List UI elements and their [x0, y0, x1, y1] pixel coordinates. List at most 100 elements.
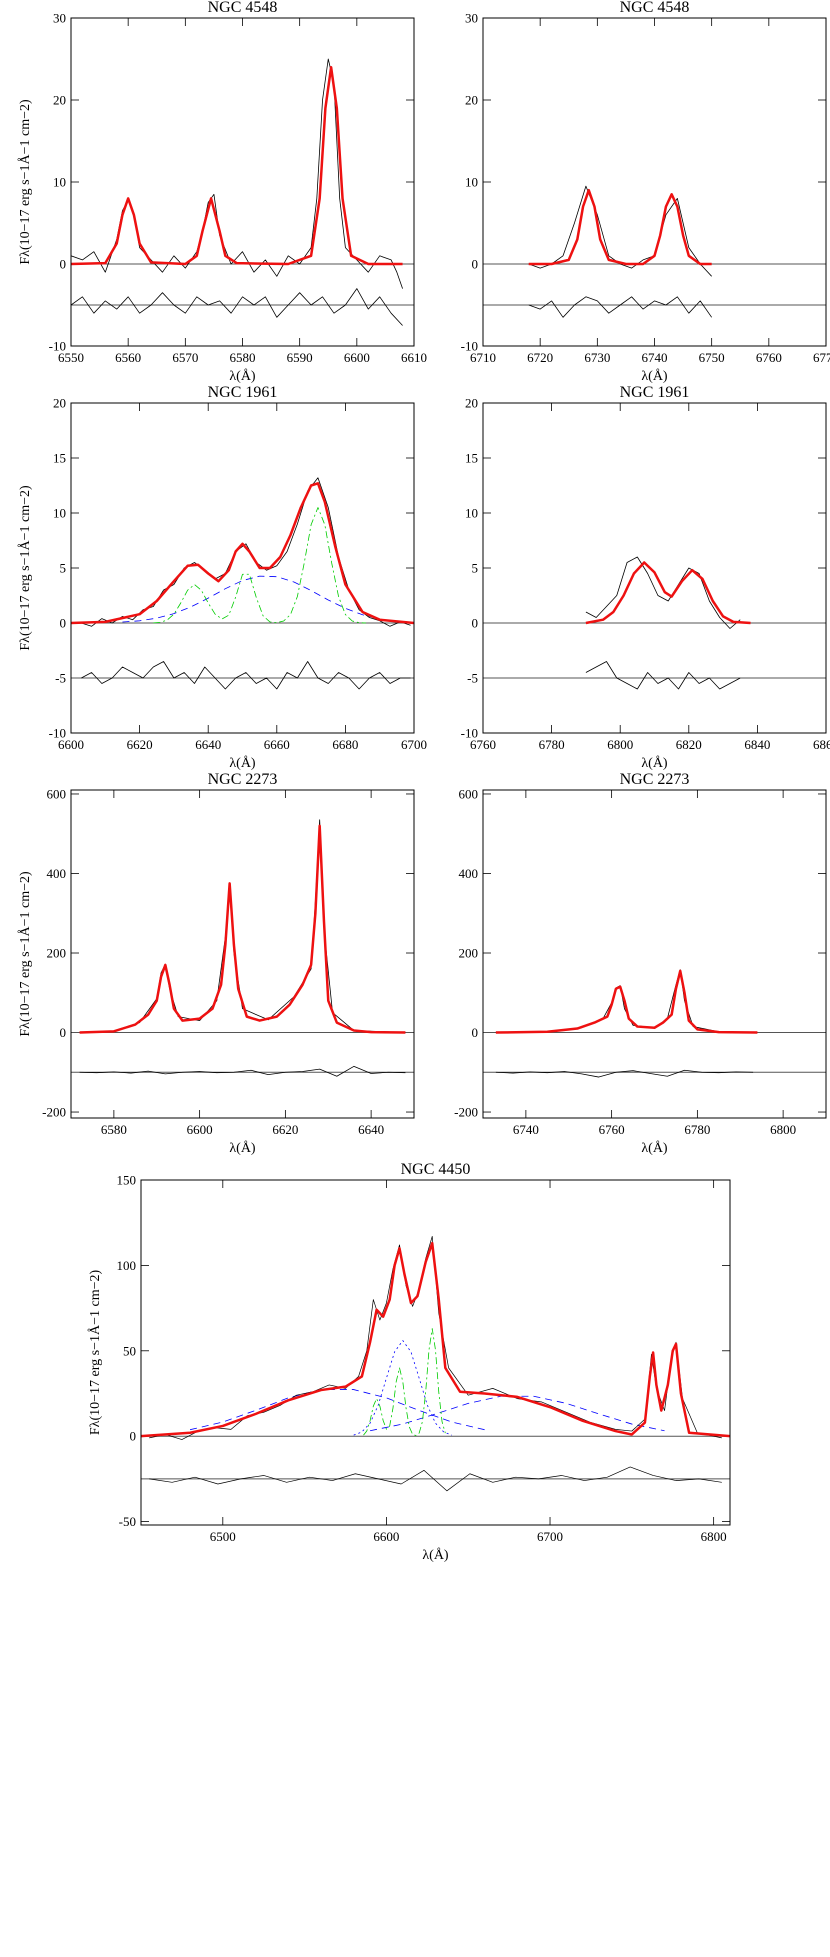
- y-tick-label: 10: [465, 175, 478, 190]
- panel: NGC 4548 λ(Å) 6710 6720 6730 6740 6750 6760 6770…: [461, 0, 830, 384]
- x-tick-label: 6840: [744, 737, 770, 752]
- y-tick-label: 0: [60, 257, 67, 272]
- panel: NGC 1961 λ(Å) 6760 6780 6800 6820 6840 6860 -10 -…: [461, 384, 830, 771]
- x-tick-label: 6680: [332, 737, 358, 752]
- spectrum-line: [528, 296, 712, 318]
- spectrum-line: [81, 661, 411, 690]
- panel: NGC 4450 λ(Å) Fλ(10−17 erg s−1Å−1 cm−2) 650…: [87, 1161, 731, 1563]
- y-tick-label: 50: [123, 1343, 136, 1358]
- chart-title: NGC 1961: [208, 384, 278, 401]
- x-tick-label: 6710: [470, 350, 496, 365]
- x-tick-label: 6660: [264, 737, 290, 752]
- y-axis-label: Fλ(10−17 erg s−1Å−1 cm−2): [87, 1270, 103, 1436]
- y-tick-label: 5: [60, 561, 67, 576]
- plot-area: [585, 556, 751, 690]
- x-tick-label: 6560: [115, 350, 141, 365]
- x-tick-label: 6620: [127, 737, 153, 752]
- spectrum-line: [585, 561, 751, 625]
- chart-title: NGC 2273: [620, 771, 690, 788]
- spectrum-line: [189, 1389, 485, 1431]
- y-tick-label: 10: [465, 506, 478, 521]
- y-tick-label: 10: [53, 506, 66, 521]
- y-tick-label: -10: [49, 339, 66, 354]
- x-tick-label: 6550: [58, 350, 84, 365]
- x-tick-label: 6730: [584, 350, 610, 365]
- spectrum-line: [71, 288, 403, 326]
- x-tick-label: 6590: [287, 350, 313, 365]
- x-tick-label: 6760: [599, 1122, 625, 1137]
- y-tick-label: 600: [459, 786, 479, 801]
- spectrum-line: [71, 482, 414, 625]
- x-tick-label: 6820: [676, 737, 702, 752]
- x-tick-label: 6580: [101, 1122, 127, 1137]
- panel: NGC 1961 λ(Å) Fλ(10−17 erg s−1Å−1 cm−2) 660…: [17, 384, 427, 771]
- y-tick-label: 30: [53, 11, 66, 26]
- spectrum-line: [353, 1340, 453, 1436]
- y-tick-label: 20: [465, 93, 478, 108]
- x-tick-label: 6750: [699, 350, 725, 365]
- plot-area: [71, 477, 414, 690]
- x-tick-label: 6760: [756, 350, 782, 365]
- x-tick-label: 6610: [401, 350, 427, 365]
- plot-area: [79, 819, 406, 1077]
- x-tick-label: 6740: [513, 1122, 539, 1137]
- spectrum-line: [79, 824, 406, 1034]
- spectrum-line: [153, 507, 366, 624]
- y-tick-label: 150: [117, 1173, 137, 1188]
- plot-area: [141, 1236, 730, 1492]
- y-tick-label: 10: [53, 175, 66, 190]
- x-tick-label: 6600: [58, 737, 84, 752]
- y-tick-label: 20: [53, 396, 66, 411]
- spectrum-line: [363, 1328, 446, 1436]
- spectrum-line: [495, 969, 758, 1033]
- y-tick-label: -10: [461, 339, 478, 354]
- x-tick-label: 6500: [210, 1529, 236, 1544]
- y-axis-label: Fλ(10−17 erg s−1Å−1 cm−2): [17, 99, 33, 265]
- x-tick-label: 6600: [373, 1529, 399, 1544]
- x-tick-label: 6640: [358, 1122, 384, 1137]
- y-tick-label: -5: [467, 671, 478, 686]
- y-tick-label: 20: [465, 396, 478, 411]
- plot-frame: [482, 789, 827, 1119]
- y-tick-label: 15: [465, 451, 478, 466]
- y-tick-label: 400: [47, 866, 67, 881]
- x-tick-label: 6770: [813, 350, 830, 365]
- x-tick-label: 6740: [642, 350, 668, 365]
- y-tick-label: 0: [472, 616, 479, 631]
- x-axis-label: λ(Å): [641, 368, 668, 384]
- chart-title: NGC 4548: [620, 0, 690, 16]
- x-tick-label: 6700: [537, 1529, 563, 1544]
- y-tick-label: -200: [42, 1105, 66, 1120]
- chart-title: NGC 1961: [620, 384, 690, 401]
- y-tick-label: 0: [60, 616, 67, 631]
- x-tick-label: 6640: [195, 737, 221, 752]
- x-axis-label: λ(Å): [229, 368, 256, 384]
- x-axis-label: λ(Å): [229, 1140, 256, 1156]
- y-tick-label: 400: [459, 866, 479, 881]
- x-tick-label: 6800: [607, 737, 633, 752]
- x-tick-label: 6860: [813, 737, 830, 752]
- x-tick-label: 6720: [527, 350, 553, 365]
- chart-title: NGC 4548: [208, 0, 278, 16]
- x-tick-label: 6800: [701, 1529, 727, 1544]
- spectrum-line: [495, 969, 758, 1034]
- x-axis-label: λ(Å): [641, 755, 668, 771]
- plot-frame: [70, 402, 415, 734]
- spectrum-line: [585, 556, 741, 629]
- y-tick-label: 0: [472, 1025, 479, 1040]
- y-tick-label: 100: [117, 1258, 137, 1273]
- x-tick-label: 6600: [187, 1122, 213, 1137]
- y-tick-label: -200: [454, 1105, 478, 1120]
- y-tick-label: 200: [47, 946, 67, 961]
- x-tick-label: 6570: [172, 350, 198, 365]
- plot-area: [71, 58, 403, 326]
- x-tick-label: 6620: [272, 1122, 298, 1137]
- y-tick-label: -10: [49, 726, 66, 741]
- y-tick-label: -10: [461, 726, 478, 741]
- spectrum-line: [71, 58, 403, 289]
- y-tick-label: 0: [130, 1429, 137, 1444]
- spectrum-line: [81, 477, 411, 627]
- plot-area: [495, 969, 758, 1078]
